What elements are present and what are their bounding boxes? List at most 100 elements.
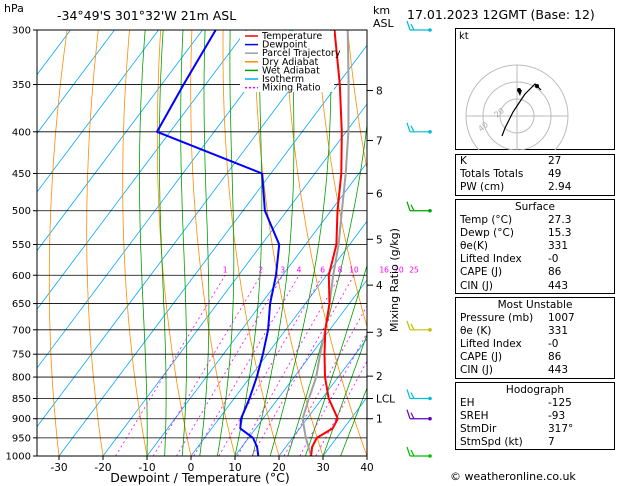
index-row: CAPE (J) 86 xyxy=(456,266,614,279)
index-value: 7 xyxy=(548,436,555,449)
wind-barb-dot xyxy=(428,129,432,134)
index-label: Lifted Index xyxy=(460,253,522,266)
pressure-tick-label: 750 xyxy=(12,350,31,361)
height-axis: 8 7 6 5 4 3 2 LCL 1 xyxy=(367,86,395,426)
mixing-ratio-label: 2 xyxy=(258,265,263,274)
legend-entry: Parcel Trajectory xyxy=(262,48,341,59)
temperature-tick-label: -30 xyxy=(50,462,67,474)
index-value: 1007 xyxy=(548,311,575,324)
height-unit-km: km xyxy=(373,4,390,17)
mixing-ratio-labels: 1 2 3 4 6 8 10 16 20 25 xyxy=(223,265,419,274)
index-label: θe(K) xyxy=(460,239,488,252)
dry-adiabat-line xyxy=(190,30,236,456)
index-value: 86 xyxy=(548,266,562,279)
index-value: 443 xyxy=(548,279,569,292)
index-row: SREH -93 xyxy=(456,410,614,423)
mixing-ratio-line xyxy=(299,332,367,456)
index-row: K 27 xyxy=(456,155,614,168)
most-unstable-section: Most Unstable Pressure (mb) 1007 θe (K) 331… xyxy=(455,296,615,379)
location-title: -34°49'S 301°32'W 21m ASL xyxy=(57,8,236,23)
index-value: 15.3 xyxy=(548,226,572,239)
dewpoint-line xyxy=(156,30,281,456)
hodograph-stats-section: Hodograph EH -125 SREH -93 StmDir 317° StmSpd … xyxy=(455,381,615,451)
pressure-tick-label: 950 xyxy=(12,433,31,444)
index-label: StmSpd (kt) xyxy=(460,436,523,449)
mixing-ratio-label: 10 xyxy=(349,265,359,274)
dry-adiabat-line xyxy=(48,30,68,456)
isotherm-line xyxy=(37,30,335,428)
mixing-ratio-label: 8 xyxy=(338,265,343,274)
pressure-tick-label: 1000 xyxy=(6,452,31,463)
wet-adiabat-line xyxy=(199,30,210,456)
index-value: 317° xyxy=(548,423,574,435)
index-value: 2.94 xyxy=(548,181,572,194)
index-value: 49 xyxy=(548,168,562,181)
mixing-ratio-label: 25 xyxy=(409,265,419,274)
index-label: K xyxy=(460,155,467,167)
isotherm-line xyxy=(37,30,115,134)
pressure-tick-label: 550 xyxy=(12,240,31,251)
isotherm-line xyxy=(146,162,367,456)
index-label: PW (cm) xyxy=(460,181,505,194)
index-value: 27 xyxy=(548,155,562,167)
index-row: CIN (J) 443 xyxy=(456,364,614,377)
copyright-footer: © weatheronline.co.uk xyxy=(450,470,576,483)
index-label: Totals Totals xyxy=(460,168,524,181)
wind-barb-flag xyxy=(406,201,411,211)
index-row: Pressure (mb) 1007 xyxy=(456,312,614,325)
wet-adiabat-line xyxy=(217,30,235,456)
date-label: 17.01.2023 12GMT (Base: 12) xyxy=(407,7,595,22)
pressure-tick-label: 650 xyxy=(12,299,31,310)
mixing-ratio-label: 1 xyxy=(223,265,228,274)
index-row: Lifted Index -0 xyxy=(456,253,614,266)
index-value: -0 xyxy=(548,338,559,351)
index-value: -125 xyxy=(548,396,572,409)
index-row: θe (K) 331 xyxy=(456,325,614,338)
wind-barb-flag xyxy=(410,323,415,331)
mixing-ratio-axis-label: Mixing Ratio (g/kg) xyxy=(388,228,401,332)
pressure-tick-label: 850 xyxy=(12,394,31,405)
wet-adiabat-line xyxy=(180,30,187,456)
wind-barb-flag xyxy=(406,409,411,419)
index-value: -93 xyxy=(548,409,566,422)
index-label: CIN (J) xyxy=(460,364,493,377)
index-label: CAPE (J) xyxy=(460,351,503,364)
mixing-ratio-label: 3 xyxy=(280,265,285,274)
wind-barb-flag xyxy=(410,125,415,133)
isotherms xyxy=(37,30,367,456)
index-row: Temp (°C) 27.3 xyxy=(456,214,614,227)
index-row: EH -125 xyxy=(456,397,614,410)
wind-barb-dot xyxy=(428,208,432,213)
height-tick-label: 3 xyxy=(376,327,383,339)
wind-barb-dot xyxy=(428,416,432,421)
legend-entry: Temperature xyxy=(261,31,322,42)
mixing-ratio-line xyxy=(152,275,262,456)
isotherm-line xyxy=(37,30,291,369)
wind-barb-flag xyxy=(410,392,415,399)
storm-motion-icon xyxy=(517,90,522,96)
wet-adiabat-line xyxy=(139,30,148,456)
height-tick-label: 6 xyxy=(376,188,383,200)
isotherm-line xyxy=(234,279,367,456)
index-label: Dewp (°C) xyxy=(460,226,514,239)
index-value: 27.3 xyxy=(548,213,572,226)
index-row: StmDir 317° xyxy=(456,423,614,436)
index-row: CAPE (J) 86 xyxy=(456,351,614,364)
pressure-unit-label: hPa xyxy=(4,2,24,15)
index-value: -0 xyxy=(548,253,559,266)
index-value: 443 xyxy=(548,364,569,377)
wind-barb-dot xyxy=(428,327,432,332)
wind-barb-flag xyxy=(410,23,415,31)
mixing-ratio-label: 6 xyxy=(320,265,325,274)
mixing-ratio-label: 4 xyxy=(297,265,302,274)
legend-entry: Dry Adiabat xyxy=(262,57,319,68)
x-axis-label: Dewpoint / Temperature (°C) xyxy=(110,470,289,485)
height-tick-label: 5 xyxy=(376,234,383,246)
temperature-tick-label: 40 xyxy=(360,462,373,474)
index-row: StmSpd (kt) 7 xyxy=(456,436,614,449)
hodograph-chart: kt 20 40 xyxy=(455,28,615,168)
surface-title: Surface xyxy=(514,200,555,213)
legend-entry: Mixing Ratio xyxy=(262,83,321,94)
isotherm-line xyxy=(58,44,367,456)
pressure-tick-label: 350 xyxy=(12,80,31,91)
